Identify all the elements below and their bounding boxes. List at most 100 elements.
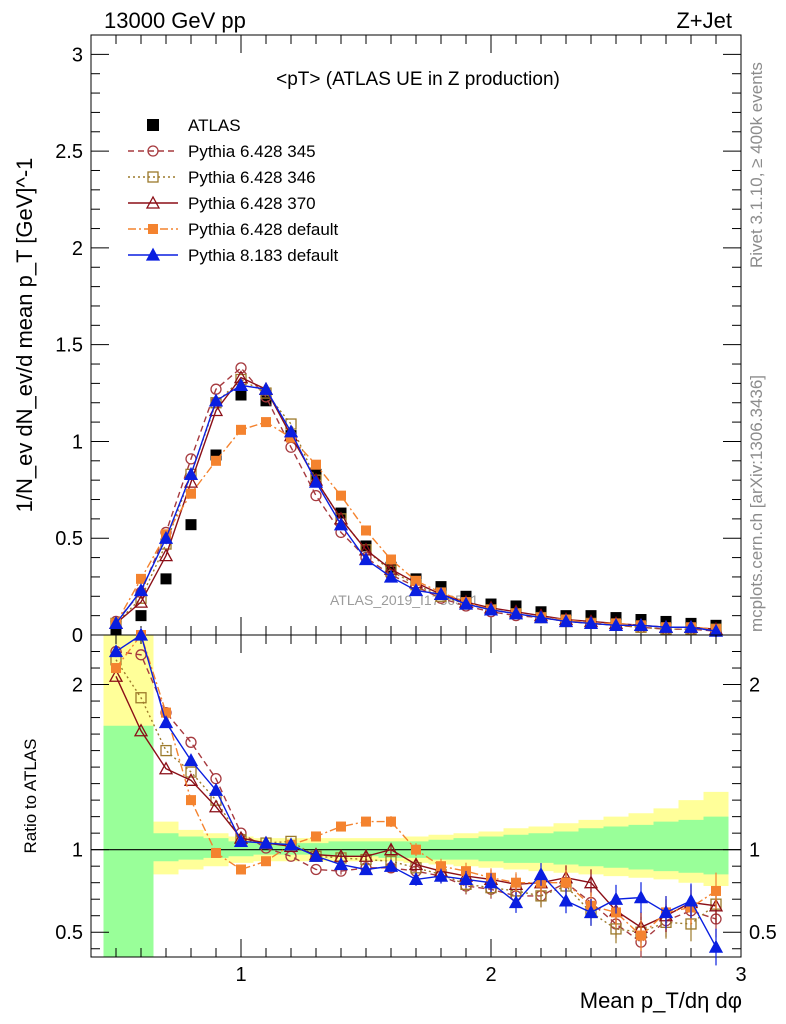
ratio-point-p8def — [383, 858, 399, 872]
point-p8def — [208, 393, 224, 407]
point-p8def — [483, 602, 499, 616]
ratio-point-p6def — [511, 877, 521, 888]
ratio-point-p6def — [561, 877, 571, 888]
point-p6def — [311, 459, 321, 470]
ratio-y-tick-label-right: 1 — [749, 840, 760, 862]
legend-marker-p346 — [147, 171, 159, 183]
legend-marker-atlas — [147, 119, 159, 131]
ratio-point-p8def — [408, 872, 424, 886]
legend-label-atlas: ATLAS — [188, 116, 241, 135]
series-p8def — [108, 377, 724, 637]
ratio-x-tick-label: 3 — [735, 964, 746, 986]
legend-marker-p370 — [145, 195, 161, 209]
legend-item-p6def: Pythia 6.428 default — [128, 220, 339, 239]
legend-label-p8def: Pythia 8.183 default — [188, 246, 339, 265]
ratio-point-p8def — [208, 782, 224, 796]
ratio-y-tick-label-right: 2 — [749, 675, 760, 697]
ratio-point-p8def — [308, 848, 324, 862]
point-p8def — [283, 424, 299, 438]
ratio-point-p8def — [483, 875, 499, 889]
point-p370 — [158, 548, 174, 562]
ratio-point-p6def — [636, 930, 646, 941]
legend-marker-p345 — [147, 145, 159, 157]
main-y-tick-label: 0 — [72, 625, 83, 647]
ratio-y-tick-label: 1 — [72, 840, 83, 862]
ratio-y-label: Ratio to ATLAS — [21, 739, 40, 854]
legend-marker-p8def — [145, 247, 161, 261]
point-p6def — [136, 573, 146, 584]
point-p6def — [211, 455, 221, 466]
ratio-point-p8def — [133, 627, 149, 641]
point-p8def — [358, 552, 374, 566]
ratio-y-ticks: 0.5 0.5 1 1 2 2 — [55, 651, 777, 950]
main-panel: <pT> (ATLAS UE in Z production) 1/N_ev d… — [12, 34, 742, 647]
point-p8def — [658, 619, 674, 633]
point-p8def — [458, 596, 474, 610]
point-p8def — [308, 474, 324, 488]
ratio-point-p8def — [708, 939, 724, 953]
ratio-point-p370 — [583, 875, 599, 889]
ratio-point-p370 — [358, 848, 374, 862]
header-left: 13000 GeV pp — [104, 8, 246, 33]
ratio-point-p6def — [411, 844, 421, 855]
point-atlas — [135, 610, 147, 622]
point-p8def — [183, 466, 199, 481]
point-p6def — [261, 417, 271, 428]
ratio-point-p6def — [261, 856, 271, 867]
ratio-x-tick-label: 1 — [235, 964, 246, 986]
ratio-series — [108, 627, 724, 966]
ratio-point-p8def — [558, 893, 574, 907]
point-atlas — [235, 389, 247, 401]
point-p6def — [336, 490, 346, 501]
point-p8def — [158, 530, 174, 544]
header-right: Z+Jet — [676, 8, 732, 33]
ratio-point-p6def — [161, 707, 171, 718]
legend: ATLAS Pythia 6.428 345 Pythia 6.428 346 Pyt… — [128, 116, 339, 265]
point-atlas — [435, 581, 447, 593]
ratio-point-p6def — [111, 663, 121, 674]
ratio-point-p6def — [211, 847, 221, 858]
main-y-label: 1/N_ev dN_ev/d mean p_T [GeV]^-1 — [12, 158, 37, 513]
ratio-point-p8def — [333, 857, 349, 871]
point-p8def — [633, 617, 649, 631]
point-p8def — [683, 619, 699, 633]
ratio-point-p6def — [361, 816, 371, 827]
main-y-tick-label: 3 — [72, 44, 83, 66]
legend-item-p346: Pythia 6.428 346 — [128, 168, 316, 187]
ratio-point-p8def — [283, 837, 299, 851]
point-p8def — [233, 377, 249, 391]
point-atlas — [185, 519, 197, 531]
band-inner-green — [103, 725, 729, 957]
point-p8def — [533, 610, 549, 624]
ratio-y-tick-label-right: 0.5 — [749, 922, 777, 944]
point-p8def — [258, 381, 274, 395]
point-atlas — [160, 573, 172, 585]
ratio-point-p8def — [458, 872, 474, 886]
legend-label-p345: Pythia 6.428 345 — [188, 142, 316, 161]
ratio-point-p8def — [108, 644, 124, 658]
ratio-point-p8def — [433, 868, 449, 882]
legend-label-p370: Pythia 6.428 370 — [188, 194, 316, 213]
ratio-point-p8def — [683, 893, 699, 907]
ratio-point-p8def — [633, 890, 649, 904]
ratio-point-p346 — [160, 744, 172, 757]
ratio-point-p6def — [386, 816, 396, 827]
ratio-point-p8def — [658, 905, 674, 919]
main-series — [108, 362, 724, 637]
ratio-point-p6def — [336, 821, 346, 832]
ratio-point-p8def — [608, 891, 624, 905]
point-p6def — [386, 554, 396, 565]
point-p8def — [433, 586, 449, 601]
legend-item-p8def: Pythia 8.183 default — [128, 246, 339, 265]
point-p8def — [558, 614, 574, 628]
point-atlas — [260, 395, 272, 407]
legend-item-p345: Pythia 6.428 345 — [128, 142, 316, 161]
ratio-point-p370 — [133, 723, 149, 737]
ratio-point-p6def — [311, 831, 321, 842]
ratio-y-tick-label: 2 — [72, 675, 83, 697]
ratio-y-tick-label: 0.5 — [55, 922, 83, 944]
point-p6def — [286, 432, 296, 443]
ratio-point-p370 — [708, 898, 724, 912]
ratio-point-p6def — [236, 864, 246, 875]
point-p370 — [133, 594, 149, 608]
